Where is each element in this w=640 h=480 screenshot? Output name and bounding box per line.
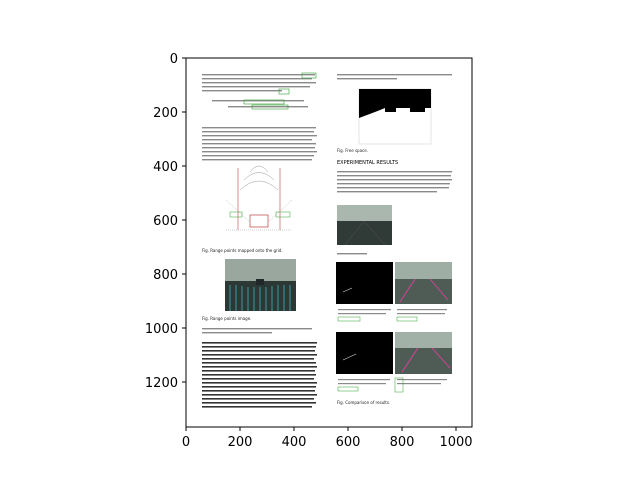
left-text-block-3 (202, 328, 312, 334)
x-tick-label: 0 (182, 435, 190, 450)
y-tick-label: 600 (153, 214, 178, 229)
comparison-image-black-1 (336, 262, 393, 304)
y-tick-label: 0 (170, 52, 178, 67)
left-text-block-4 (202, 342, 317, 408)
comparison-caption-2 (337, 377, 447, 393)
comparison-image-lane-1 (395, 262, 452, 304)
section-heading: EXPERIMENTAL RESULTS (337, 160, 398, 166)
y-tick-label: 200 (153, 106, 178, 121)
comparison-caption-1 (337, 309, 447, 322)
figure-caption: Fig. Free space. (337, 148, 368, 153)
y-tick-label: 1200 (145, 376, 178, 391)
figure-caption: Fig. Range points image. (202, 316, 251, 321)
grid-mapping-figure (224, 164, 294, 240)
y-axis: 0 200 400 600 800 1000 1200 (145, 52, 186, 391)
highlight-box (301, 72, 317, 79)
right-text-block-1 (337, 74, 452, 80)
figure-caption: Fig. Comparison of results. (337, 400, 390, 405)
x-tick-label: 200 (228, 435, 253, 450)
x-axis: 0 200 400 600 800 1000 (182, 427, 473, 450)
figure-caption: Fig. Range points mapped onto the grid. (202, 248, 283, 253)
right-text-block-3 (337, 253, 367, 255)
range-image (225, 259, 296, 311)
y-tick-label: 400 (153, 160, 178, 175)
x-tick-label: 600 (336, 435, 361, 450)
comparison-image-black-2 (336, 332, 393, 374)
comparison-image-lane-2 (395, 332, 452, 374)
free-space-image (358, 88, 432, 145)
road-scene-image (337, 205, 392, 246)
left-text-block-2 (202, 127, 317, 161)
equation-block (212, 99, 308, 110)
right-text-block-2 (337, 171, 452, 193)
x-tick-label: 800 (390, 435, 415, 450)
y-tick-label: 800 (153, 268, 178, 283)
x-tick-label: 400 (282, 435, 307, 450)
paper-page: Fig. Range points mapped onto the grid. (202, 72, 452, 408)
highlight-box (278, 88, 290, 95)
x-tick-label: 1000 (439, 435, 472, 450)
left-text-block-1 (202, 74, 316, 92)
y-tick-label: 1000 (145, 322, 178, 337)
